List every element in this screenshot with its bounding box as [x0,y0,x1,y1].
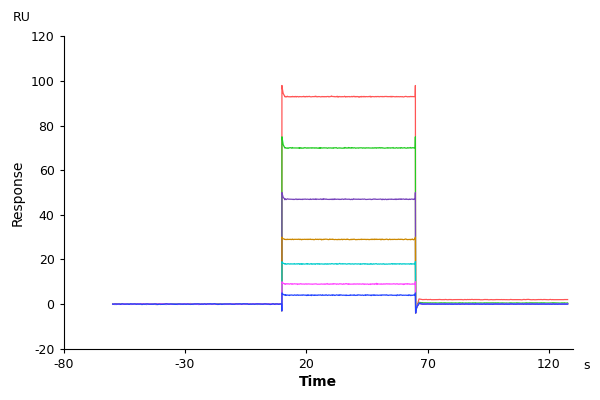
X-axis label: Time: Time [299,375,337,389]
Text: RU: RU [13,11,31,24]
Text: s: s [583,359,590,372]
Y-axis label: Response: Response [11,159,25,226]
